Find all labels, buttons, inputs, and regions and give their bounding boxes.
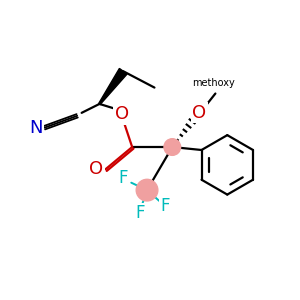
Text: O: O [192, 104, 206, 122]
Text: F: F [160, 196, 170, 214]
Text: O: O [89, 160, 103, 178]
Polygon shape [99, 68, 127, 104]
Text: O: O [115, 105, 129, 123]
Text: F: F [118, 169, 128, 187]
Circle shape [164, 139, 181, 155]
Text: methoxy: methoxy [193, 78, 235, 88]
Text: N: N [29, 119, 42, 137]
Text: F: F [136, 204, 145, 222]
Circle shape [136, 179, 158, 201]
